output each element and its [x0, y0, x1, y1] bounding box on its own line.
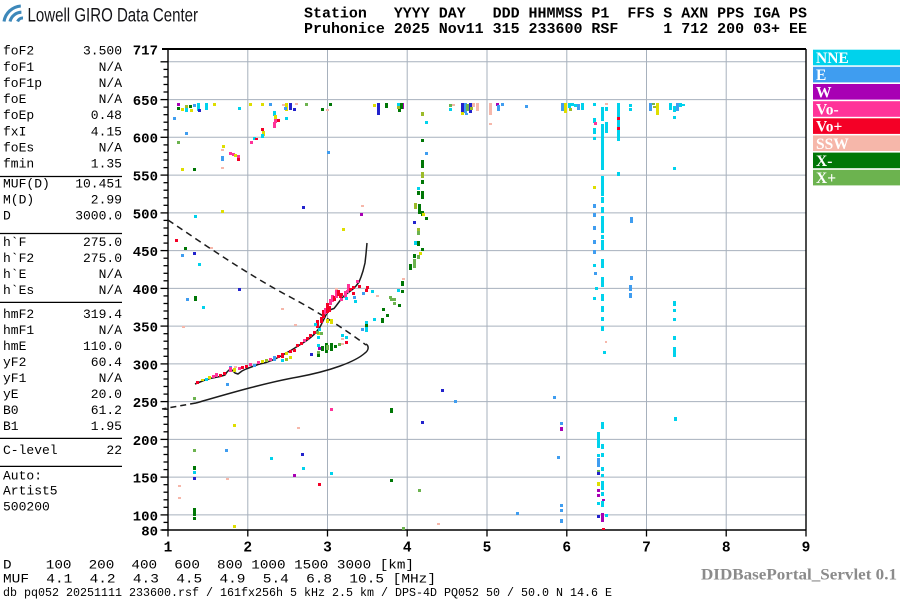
svg-text:500200: 500200	[3, 500, 50, 515]
svg-text:DIDBasePortal_Servlet 0.1: DIDBasePortal_Servlet 0.1	[701, 566, 897, 583]
svg-text:foEp: foEp	[3, 108, 34, 123]
svg-text:D: D	[3, 209, 11, 224]
svg-text:Pruhonice 2025 Nov11 315 23360: Pruhonice 2025 Nov11 315 233600 RSF 1 71…	[304, 21, 807, 38]
svg-text:319.4: 319.4	[83, 307, 122, 322]
svg-text:B0: B0	[3, 403, 19, 418]
svg-text:hmF1: hmF1	[3, 323, 34, 338]
svg-text:N/A: N/A	[99, 267, 123, 282]
svg-text:60.4: 60.4	[91, 355, 122, 370]
svg-text:MUF(D): MUF(D)	[3, 176, 50, 191]
svg-text:3: 3	[323, 541, 332, 557]
svg-text:1.35: 1.35	[91, 157, 122, 172]
svg-text:275.0: 275.0	[83, 235, 122, 250]
svg-text:7: 7	[642, 541, 651, 557]
svg-text:foEs: foEs	[3, 141, 34, 156]
svg-text:Lowell GIRO Data Center: Lowell GIRO Data Center	[28, 4, 199, 26]
svg-text:db pq052 20251111 233600.rsf /: db pq052 20251111 233600.rsf / 161fx256h…	[3, 586, 612, 600]
svg-text:4: 4	[403, 541, 412, 557]
svg-text:22: 22	[106, 443, 122, 458]
svg-text:3000.0: 3000.0	[75, 209, 122, 224]
svg-text:275.0: 275.0	[83, 251, 122, 266]
svg-text:650: 650	[133, 94, 158, 110]
svg-text:300: 300	[133, 358, 158, 374]
svg-text:MUF 4.1 4.2 4.3 4.5 4.9: MUF 4.1 4.2 4.3 4.5 4.9 5.4 6.8 10.5 [MH…	[3, 571, 436, 586]
svg-text:450: 450	[133, 245, 158, 261]
svg-text:hmE: hmE	[3, 339, 27, 354]
svg-text:E: E	[816, 67, 826, 84]
svg-text:8: 8	[722, 541, 731, 557]
svg-text:500: 500	[133, 207, 158, 223]
svg-text:200: 200	[133, 434, 158, 450]
svg-text:0.48: 0.48	[91, 108, 122, 123]
svg-text:D 100 200 400 600 800 1: D 100 200 400 600 800 1000 1500 3000 [km…	[3, 558, 414, 573]
svg-text:N/A: N/A	[99, 92, 123, 107]
svg-text:400: 400	[133, 283, 158, 299]
svg-text:N/A: N/A	[99, 283, 123, 298]
svg-text:fmin: fmin	[3, 157, 34, 172]
svg-text:X-: X-	[816, 153, 832, 170]
svg-text:B1: B1	[3, 419, 19, 434]
svg-text:Artist5: Artist5	[3, 484, 58, 499]
svg-text:2: 2	[243, 541, 252, 557]
svg-text:1.95: 1.95	[91, 419, 122, 434]
svg-text:3.500: 3.500	[83, 44, 122, 59]
svg-text:10.451: 10.451	[75, 176, 122, 191]
svg-text:717: 717	[133, 43, 158, 59]
svg-text:Vo+: Vo+	[816, 119, 843, 136]
svg-text:h`Es: h`Es	[3, 283, 34, 298]
svg-text:yF2: yF2	[3, 355, 26, 370]
svg-text:C-level: C-level	[3, 443, 58, 458]
svg-text:9: 9	[802, 541, 811, 557]
svg-text:X+: X+	[816, 170, 836, 187]
svg-text:W: W	[816, 84, 832, 101]
svg-text:N/A: N/A	[99, 371, 123, 386]
svg-text:350: 350	[133, 321, 158, 337]
svg-text:h`F: h`F	[3, 235, 26, 250]
svg-text:550: 550	[133, 170, 158, 186]
svg-text:61.2: 61.2	[91, 403, 122, 418]
svg-text:1: 1	[164, 541, 173, 557]
svg-text:80: 80	[141, 524, 158, 540]
svg-text:250: 250	[133, 396, 158, 412]
svg-text:2.99: 2.99	[91, 192, 122, 207]
svg-text:20.0: 20.0	[91, 387, 122, 402]
svg-text:600: 600	[133, 132, 158, 148]
svg-text:110.0: 110.0	[83, 339, 122, 354]
svg-text:N/A: N/A	[99, 60, 123, 75]
svg-text:NNE: NNE	[816, 50, 849, 67]
svg-text:M(D): M(D)	[3, 192, 34, 207]
svg-text:Station YYYY DAY DDD HHMMS: Station YYYY DAY DDD HHMMSS P1 FFS S AXN…	[304, 6, 807, 23]
svg-text:h`F2: h`F2	[3, 251, 34, 266]
svg-text:yE: yE	[3, 387, 19, 402]
svg-text:h`E: h`E	[3, 267, 27, 282]
svg-text:5: 5	[483, 541, 492, 557]
svg-text:4.15: 4.15	[91, 124, 122, 139]
svg-text:6: 6	[562, 541, 571, 557]
svg-text:foF1: foF1	[3, 60, 34, 75]
svg-text:foE: foE	[3, 92, 27, 107]
svg-text:Auto:: Auto:	[3, 469, 42, 484]
svg-text:yF1: yF1	[3, 371, 27, 386]
svg-text:N/A: N/A	[99, 76, 123, 91]
svg-text:foF2: foF2	[3, 44, 34, 59]
svg-text:N/A: N/A	[99, 141, 123, 156]
svg-text:100: 100	[133, 509, 158, 525]
svg-text:foF1p: foF1p	[3, 76, 42, 91]
svg-text:fxI: fxI	[3, 124, 26, 139]
svg-text:hmF2: hmF2	[3, 307, 34, 322]
svg-text:150: 150	[133, 472, 158, 488]
svg-text:SSW: SSW	[816, 136, 849, 153]
svg-text:Vo-: Vo-	[816, 102, 839, 119]
svg-text:N/A: N/A	[99, 323, 123, 338]
